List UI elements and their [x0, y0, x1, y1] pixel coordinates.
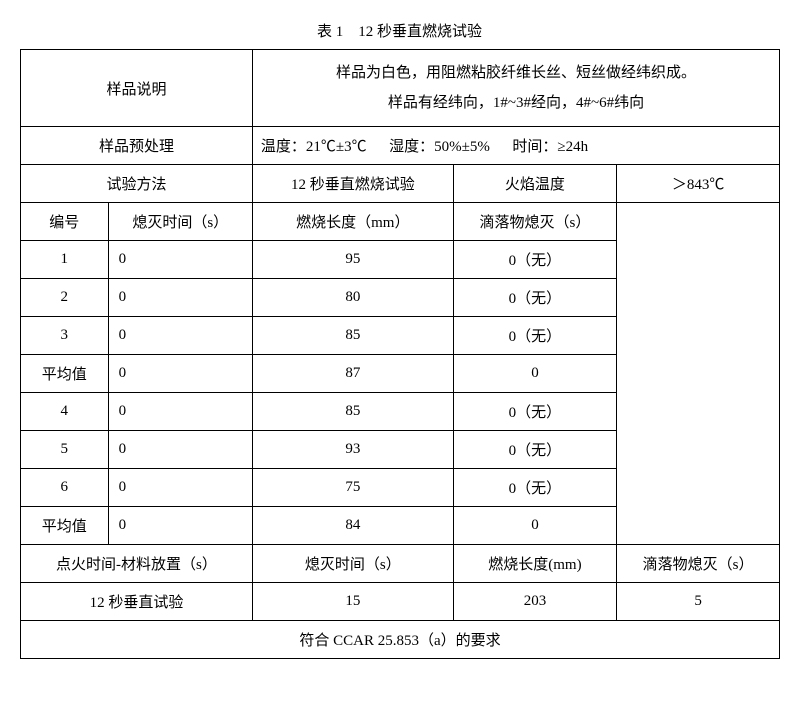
col-drip: 滴落物熄灭（s）: [453, 203, 616, 241]
burn-test-table: 样品说明 样品为白色，用阻燃粘胶纤维长丝、短丝做经纬织成。 样品有经纬向，1#~…: [20, 49, 780, 659]
row-len: 80: [252, 279, 453, 317]
row-drip: 0（无）: [453, 279, 616, 317]
row-drip: 0: [453, 507, 616, 545]
col-ext: 熄灭时间（s）: [108, 203, 252, 241]
pretreat-humid: 湿度：50%±5%: [389, 139, 490, 155]
col-id: 编号: [21, 203, 109, 241]
ign-label: 点火时间-材料放置（s）: [21, 545, 253, 583]
row-id: 4: [21, 393, 109, 431]
row-drip: 0（无）: [453, 469, 616, 507]
row-ext: 0: [108, 507, 252, 545]
row-len: 75: [252, 469, 453, 507]
ign-drip-val: 5: [617, 583, 780, 621]
ign-ext-val: 15: [252, 583, 453, 621]
table-title: 表 1 12 秒垂直燃烧试验: [20, 20, 779, 41]
pretreat-value: 温度：21℃±3℃ 湿度：50%±5% 时间：≥24h: [252, 127, 779, 165]
flame-temp-value: ＞843℃: [617, 165, 780, 203]
compliance: 符合 CCAR 25.853（a）的要求: [21, 621, 780, 659]
pretreat-time: 时间：≥24h: [512, 139, 588, 155]
empty-merge-cell: [617, 203, 780, 545]
ign-len-val: 203: [453, 583, 616, 621]
row-ext: 0: [108, 431, 252, 469]
row-id: 1: [21, 241, 109, 279]
ign-row-label: 12 秒垂直试验: [21, 583, 253, 621]
row-ext: 0: [108, 469, 252, 507]
row-ext: 0: [108, 317, 252, 355]
pretreat-label: 样品预处理: [21, 127, 253, 165]
sample-desc-line1: 样品为白色，用阻燃粘胶纤维长丝、短丝做经纬织成。: [259, 58, 773, 88]
row-drip: 0（无）: [453, 431, 616, 469]
sample-desc-line2: 样品有经纬向，1#~3#经向，4#~6#纬向: [259, 88, 773, 118]
sample-desc-value: 样品为白色，用阻燃粘胶纤维长丝、短丝做经纬织成。 样品有经纬向，1#~3#经向，…: [252, 50, 779, 127]
row-len: 87: [252, 355, 453, 393]
row-id: 2: [21, 279, 109, 317]
ign-len-label: 燃烧长度(mm): [453, 545, 616, 583]
row-ext: 0: [108, 355, 252, 393]
row-id: 3: [21, 317, 109, 355]
method-label: 试验方法: [21, 165, 253, 203]
row-len: 85: [252, 317, 453, 355]
col-len: 燃烧长度（mm）: [252, 203, 453, 241]
row-ext: 0: [108, 393, 252, 431]
row-drip: 0: [453, 355, 616, 393]
pretreat-temp: 温度：21℃±3℃: [261, 139, 367, 155]
ign-ext-label: 熄灭时间（s）: [252, 545, 453, 583]
row-len: 93: [252, 431, 453, 469]
row-id: 5: [21, 431, 109, 469]
row-ext: 0: [108, 241, 252, 279]
row-drip: 0（无）: [453, 241, 616, 279]
row-id: 6: [21, 469, 109, 507]
ign-drip-label: 滴落物熄灭（s）: [617, 545, 780, 583]
row-drip: 0（无）: [453, 393, 616, 431]
row-len: 95: [252, 241, 453, 279]
method-value: 12 秒垂直燃烧试验: [252, 165, 453, 203]
row-id: 平均值: [21, 355, 109, 393]
row-len: 85: [252, 393, 453, 431]
flame-temp-label: 火焰温度: [453, 165, 616, 203]
row-id: 平均值: [21, 507, 109, 545]
row-ext: 0: [108, 279, 252, 317]
sample-desc-label: 样品说明: [21, 50, 253, 127]
row-len: 84: [252, 507, 453, 545]
row-drip: 0（无）: [453, 317, 616, 355]
